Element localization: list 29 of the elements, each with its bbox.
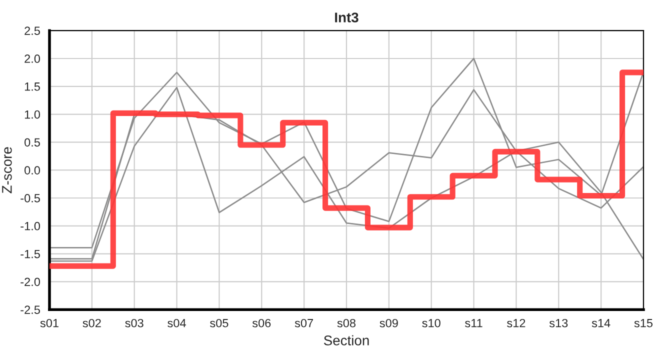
chart-title: Int3 [335,12,358,22]
x-tick-label: s07 [294,318,313,328]
x-tick-label: s08 [337,318,356,328]
y-tick-label: -2.5 [20,306,40,314]
x-tick-label: s01 [40,318,58,328]
y-tick-label: -2.0 [20,278,40,286]
x-tick-label: s11 [465,319,482,328]
x-tick-label: s03 [125,318,144,328]
x-tick-label: s10 [422,318,440,328]
x-axis-title: Section [324,335,369,346]
x-tick-label: s02 [82,318,101,328]
y-axis-title: Z-score [2,147,12,194]
y-tick-label: -0.5 [20,194,40,202]
y-tick-label: 2.0 [24,54,40,63]
x-tick-label: s04 [168,318,186,328]
y-tick-label: 1.0 [24,110,40,119]
x-tick-label: s09 [380,318,398,328]
x-tick-label: s05 [210,318,228,328]
y-tick-label: -1.0 [20,222,40,230]
y-tick-label: -1.5 [20,250,40,258]
x-tick-label: s14 [592,319,610,328]
y-tick-label: 0.5 [24,138,40,147]
y-tick-label: 1.5 [24,82,40,91]
x-tick-label: s13 [549,318,568,328]
x-tick-label: s06 [252,318,271,328]
y-tick-label: 0.0 [24,166,40,174]
x-tick-label: s12 [507,318,526,328]
x-tick-label: s15 [634,319,653,328]
y-tick-label: 2.5 [24,26,40,35]
